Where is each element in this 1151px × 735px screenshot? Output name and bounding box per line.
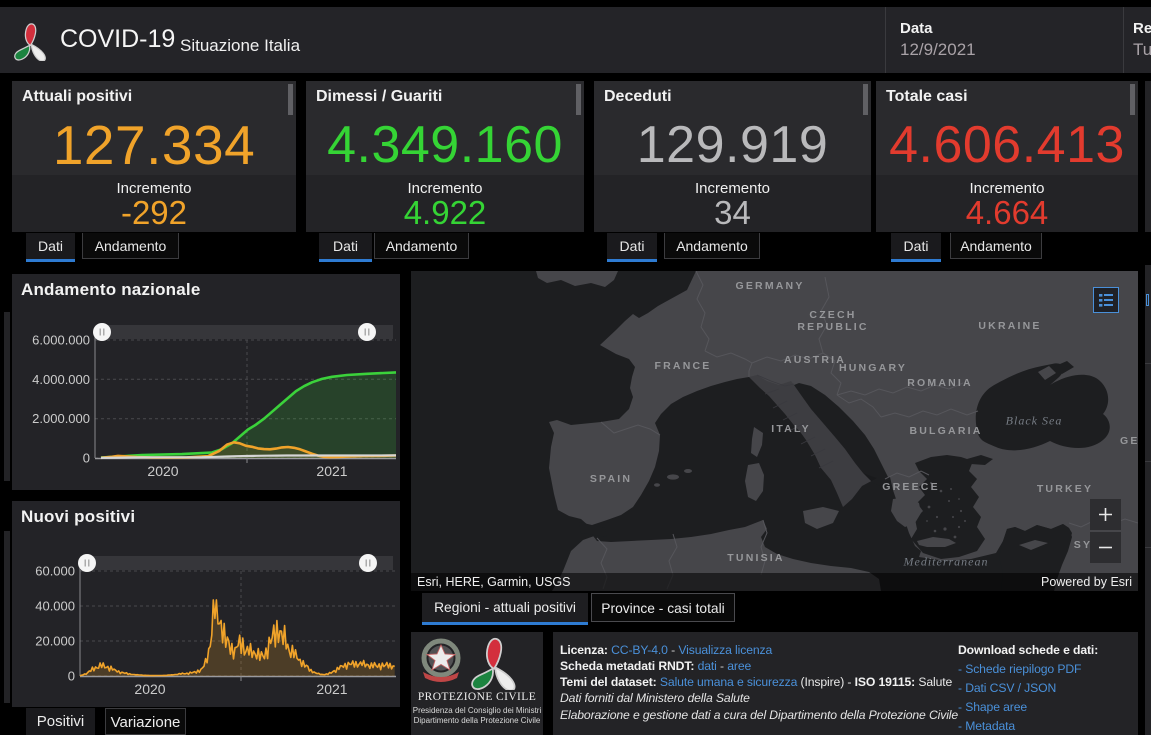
svg-text:2.000.000: 2.000.000 <box>32 411 90 426</box>
svg-text:2021: 2021 <box>316 681 347 697</box>
svg-text:20.000: 20.000 <box>35 634 75 649</box>
svg-text:2020: 2020 <box>134 681 165 697</box>
svg-text:2020: 2020 <box>147 463 178 479</box>
svg-text:6.000.000: 6.000.000 <box>32 333 90 348</box>
svg-text:0: 0 <box>83 451 90 466</box>
svg-text:0: 0 <box>68 669 75 684</box>
svg-text:2021: 2021 <box>316 463 347 479</box>
svg-text:40.000: 40.000 <box>35 599 75 614</box>
svg-text:60.000: 60.000 <box>35 564 75 579</box>
svg-text:4.000.000: 4.000.000 <box>32 372 90 387</box>
